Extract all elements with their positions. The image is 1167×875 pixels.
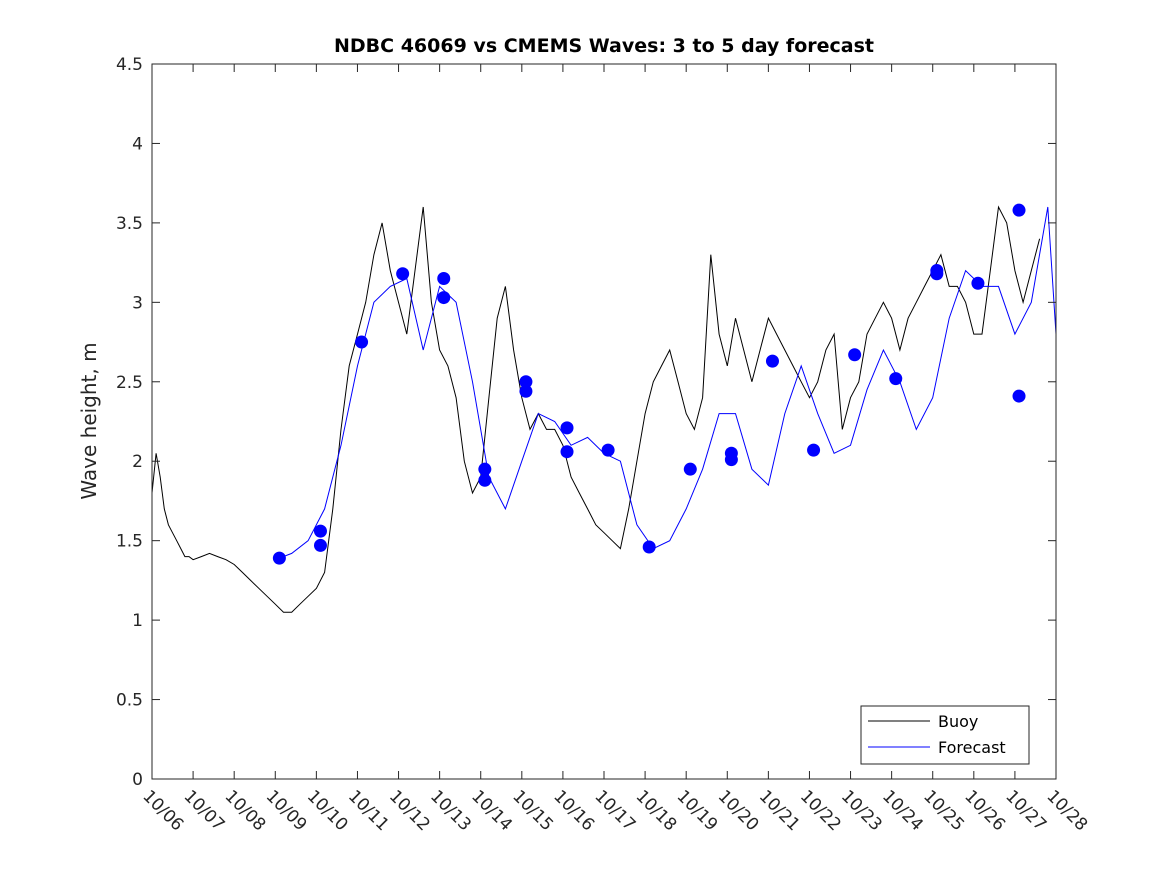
x-tick-label: 10/24 bbox=[878, 786, 927, 835]
forecast-marker bbox=[313, 538, 327, 552]
forecast-marker bbox=[478, 462, 492, 476]
y-tick-label: 1 bbox=[132, 611, 143, 631]
buoy-line bbox=[151, 205, 1041, 613]
legend: Buoy Forecast bbox=[860, 705, 1030, 765]
x-tick-label: 10/26 bbox=[960, 786, 1009, 835]
x-tick-label: 10/13 bbox=[426, 786, 475, 835]
forecast-markers bbox=[272, 203, 1026, 565]
legend-box bbox=[860, 705, 1030, 765]
y-tick-label: 0.5 bbox=[116, 691, 143, 711]
y-tick-label: 3.5 bbox=[116, 214, 143, 234]
forecast-marker bbox=[642, 540, 656, 554]
legend-buoy-label: Buoy bbox=[938, 712, 978, 731]
forecast-marker bbox=[437, 291, 451, 305]
x-tick-label: 10/18 bbox=[632, 786, 681, 835]
forecast-marker bbox=[601, 443, 615, 457]
x-tick-label: 10/16 bbox=[549, 786, 598, 835]
x-tick-label: 10/19 bbox=[673, 786, 722, 835]
x-tick-label: 10/11 bbox=[344, 786, 393, 835]
forecast-marker bbox=[478, 473, 492, 487]
forecast-marker bbox=[765, 354, 779, 368]
x-tick-label: 10/10 bbox=[303, 786, 352, 835]
x-tick-label: 10/08 bbox=[221, 786, 270, 835]
forecast-marker bbox=[971, 276, 985, 290]
forecast-marker bbox=[683, 462, 697, 476]
y-tick-label: 0 bbox=[132, 770, 143, 790]
forecast-marker bbox=[848, 348, 862, 362]
y-tick-label: 1.5 bbox=[116, 532, 143, 552]
forecast-marker bbox=[930, 267, 944, 281]
forecast-marker bbox=[889, 372, 903, 386]
y-axis: 0 0.5 1 1.5 2 2.5 3 3.5 4 4.5 bbox=[116, 55, 1056, 790]
x-tick-label: 10/27 bbox=[1001, 786, 1050, 835]
x-tick-label: 10/20 bbox=[714, 786, 763, 835]
forecast-marker bbox=[724, 453, 738, 467]
forecast-marker bbox=[437, 272, 451, 285]
forecast-marker bbox=[1012, 203, 1026, 217]
x-tick-label: 10/23 bbox=[837, 786, 886, 835]
forecast-marker bbox=[396, 267, 410, 281]
y-axis-label: Wave height, m bbox=[77, 342, 101, 499]
x-tick-label: 10/25 bbox=[919, 786, 968, 835]
buoy-series bbox=[151, 205, 1041, 613]
y-tick-label: 2 bbox=[132, 452, 143, 472]
y-tick-label: 3 bbox=[132, 293, 143, 313]
forecast-marker bbox=[355, 335, 369, 349]
x-tick-label: 10/12 bbox=[385, 786, 434, 835]
forecast-marker bbox=[272, 551, 286, 565]
forecast-marker bbox=[519, 375, 533, 389]
x-tick-label: 10/14 bbox=[467, 786, 516, 835]
x-tick-label: 10/09 bbox=[262, 786, 311, 835]
plot-background bbox=[152, 64, 1056, 779]
x-tick-label: 10/21 bbox=[755, 786, 804, 835]
x-tick-label: 10/17 bbox=[590, 786, 639, 835]
y-tick-label: 4 bbox=[132, 134, 143, 154]
chart-title: NDBC 46069 vs CMEMS Waves: 3 to 5 day fo… bbox=[334, 35, 874, 57]
forecast-marker bbox=[519, 384, 533, 398]
forecast-marker bbox=[1012, 389, 1026, 403]
forecast-marker bbox=[313, 524, 327, 538]
legend-forecast-label: Forecast bbox=[938, 738, 1006, 757]
x-tick-label: 10/28 bbox=[1042, 786, 1091, 835]
y-tick-label: 4.5 bbox=[116, 55, 143, 75]
forecast-marker bbox=[807, 443, 821, 457]
x-tick-label: 10/15 bbox=[508, 786, 557, 835]
forecast-marker bbox=[560, 445, 574, 459]
x-tick-label: 10/07 bbox=[180, 786, 229, 835]
forecast-marker bbox=[560, 421, 574, 435]
y-tick-label: 2.5 bbox=[116, 373, 143, 393]
x-tick-label: 10/06 bbox=[138, 786, 187, 835]
x-tick-label: 10/22 bbox=[796, 786, 845, 835]
